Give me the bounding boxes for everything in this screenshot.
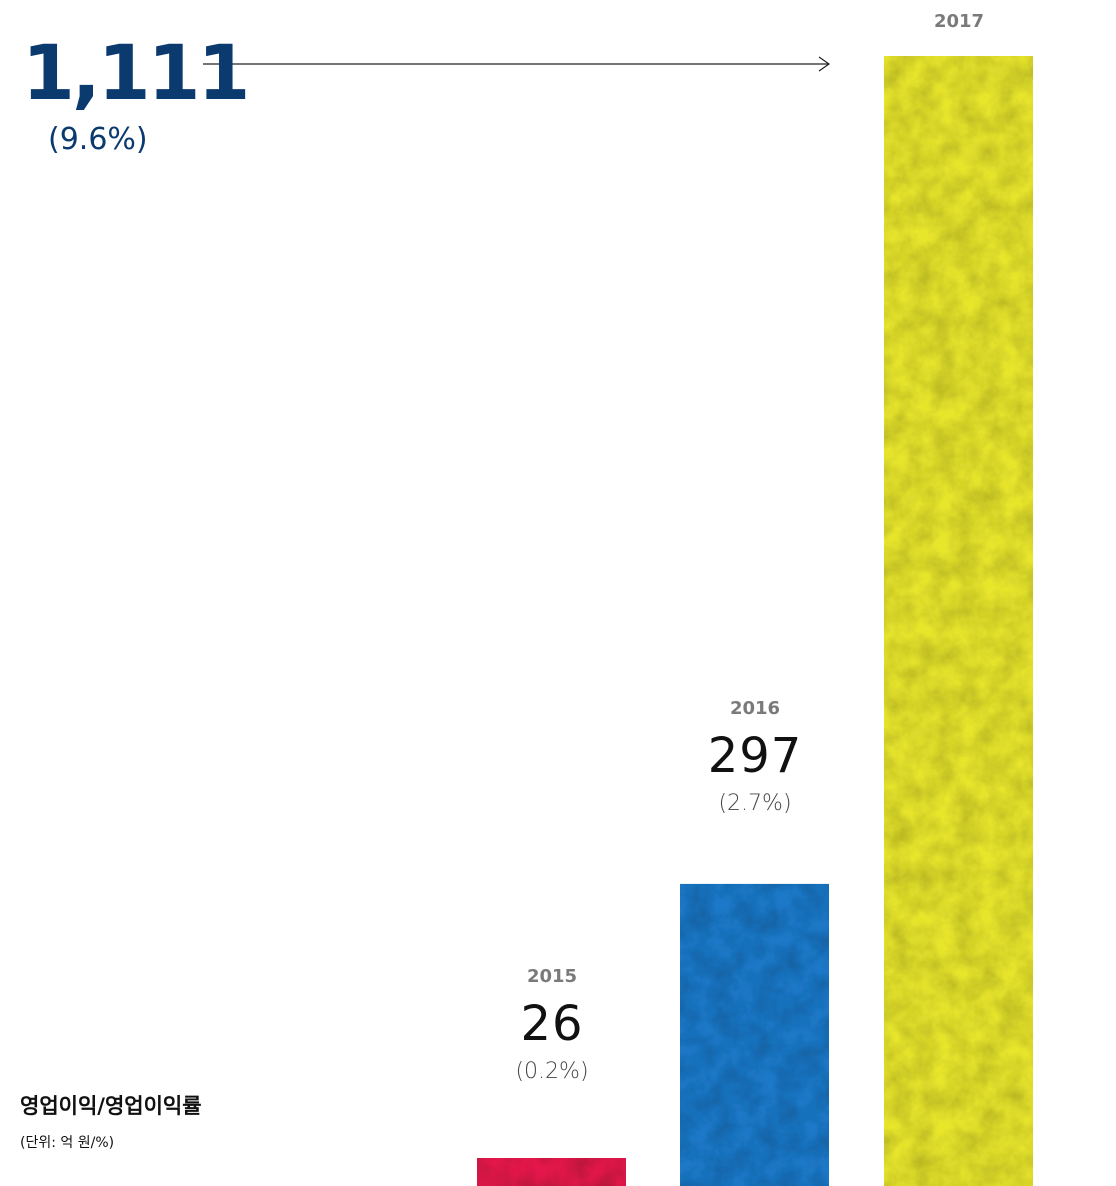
value-label-2015: 26 (520, 996, 584, 1052)
bar-2016 (680, 883, 829, 1186)
arrow-icon (203, 56, 831, 72)
chart-title: 영업이익/영업이익률 (20, 1094, 202, 1118)
year-label-2015: 2015 (526, 966, 578, 987)
value-label-2017: 1,111 (22, 28, 250, 117)
year-label-2016: 2016 (729, 698, 781, 719)
rate-label-2017: (9.6%) (48, 122, 148, 157)
bar-2017 (884, 56, 1033, 1186)
year-label-2017: 2017 (933, 11, 985, 32)
rate-label-2016: (2.7%) (718, 791, 792, 816)
value-label-2016: 297 (707, 728, 803, 784)
unit-label: (단위: 억 원/%) (20, 1135, 115, 1151)
rate-label-2015: (0.2%) (515, 1059, 589, 1084)
bar-2015 (477, 1158, 626, 1186)
bars-group (477, 56, 1033, 1186)
